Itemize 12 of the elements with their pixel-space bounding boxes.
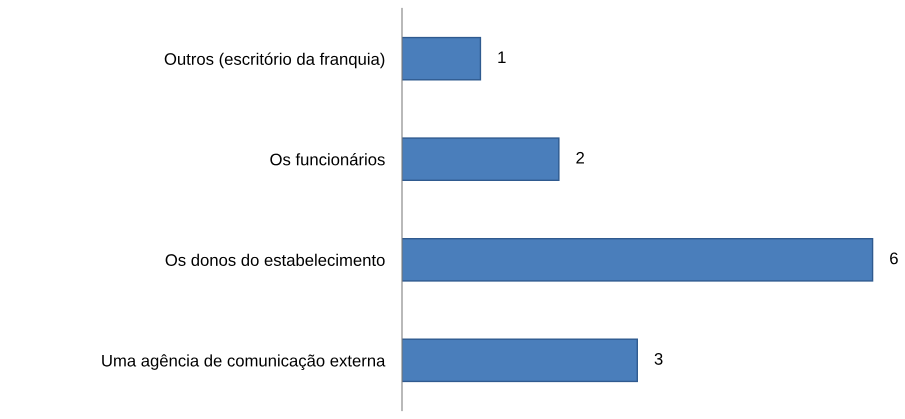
bar [402,338,638,382]
y-tick-label: Os donos do estabelecimento [166,254,385,266]
bar [402,238,874,282]
bar [402,36,482,80]
data-label: 3 [654,353,662,365]
y-tick-label: Uma agência de comunicação externa [102,354,386,370]
data-label: 6 [890,252,898,264]
data-label: 2 [576,152,584,164]
y-tick-label: Outros (escritório da franquia) [164,52,384,68]
bar [402,137,560,182]
data-label: 1 [498,52,506,63]
y-tick-label: Os funcionários [270,152,385,166]
